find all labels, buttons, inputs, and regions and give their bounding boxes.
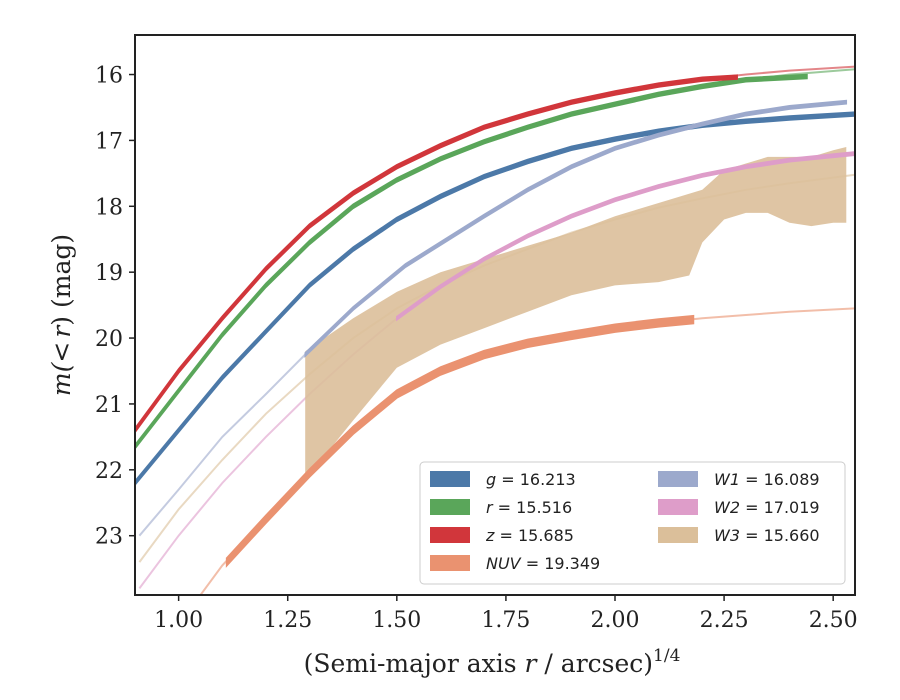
- x-tick-label: 2.50: [809, 608, 858, 633]
- profile-w2: [396, 151, 855, 322]
- legend-swatch-r: [430, 499, 470, 515]
- x-tick-label: 1.75: [481, 608, 530, 633]
- legend-swatch-g: [430, 471, 470, 487]
- fit-curve-w1: [138, 353, 306, 537]
- legend-label-w2: W2 = 17.019: [714, 498, 820, 517]
- legend-swatch-w2: [658, 499, 698, 515]
- band-w3: [305, 147, 847, 480]
- x-tick-label: 1.50: [372, 608, 421, 633]
- legend-swatch-w3: [658, 527, 698, 543]
- x-tick-label: 2.00: [591, 608, 640, 633]
- legend-label-nuv: NUV = 19.349: [486, 554, 600, 573]
- y-tick-label: 16: [95, 64, 123, 89]
- profile-g: [135, 111, 855, 487]
- y-tick-label: 20: [95, 327, 123, 352]
- data-layer: [135, 65, 855, 595]
- legend-label-z: z = 15.685: [485, 526, 574, 545]
- x-tick-label: 1.25: [263, 608, 312, 633]
- y-tick-label: 19: [95, 261, 123, 286]
- profile-r: [135, 73, 808, 450]
- legend-swatch-nuv: [430, 555, 470, 571]
- profile-z: [135, 74, 738, 434]
- legend-swatch-w1: [658, 471, 698, 487]
- x-tick-label: 2.25: [700, 608, 749, 633]
- profile-w1: [304, 99, 848, 358]
- legend-label-w1: W1 = 16.089: [714, 470, 820, 489]
- legend: g = 16.213 W1 = 16.089 r = 15.516 W2 = 17.0…: [419, 461, 846, 585]
- legend-label-g: g = 16.213: [486, 470, 576, 489]
- y-tick-label: 22: [95, 459, 123, 484]
- legend-swatch-z: [430, 527, 470, 543]
- plot-frame: [134, 34, 856, 596]
- profile-nuv: [225, 314, 695, 568]
- ticks-layer: 1.00 1.25 1.50 1.75 2.00 2.25 2.50 16 17 18 19 20 21…: [95, 64, 858, 633]
- x-axis-label: (Semi-major axis r / arcsec)1/4: [304, 646, 681, 678]
- legend-label-w3: W3 = 15.660: [714, 526, 820, 545]
- x-tick-label: 1.00: [154, 608, 203, 633]
- y-tick-label: 21: [95, 393, 123, 418]
- y-axis-label: m(<r) (mag): [47, 234, 76, 396]
- y-tick-label: 23: [95, 525, 123, 550]
- legend-label-r: r = 15.516: [486, 498, 572, 517]
- y-tick-label: 17: [95, 129, 123, 154]
- legend-frame: [419, 461, 846, 585]
- y-tick-label: 18: [95, 195, 123, 220]
